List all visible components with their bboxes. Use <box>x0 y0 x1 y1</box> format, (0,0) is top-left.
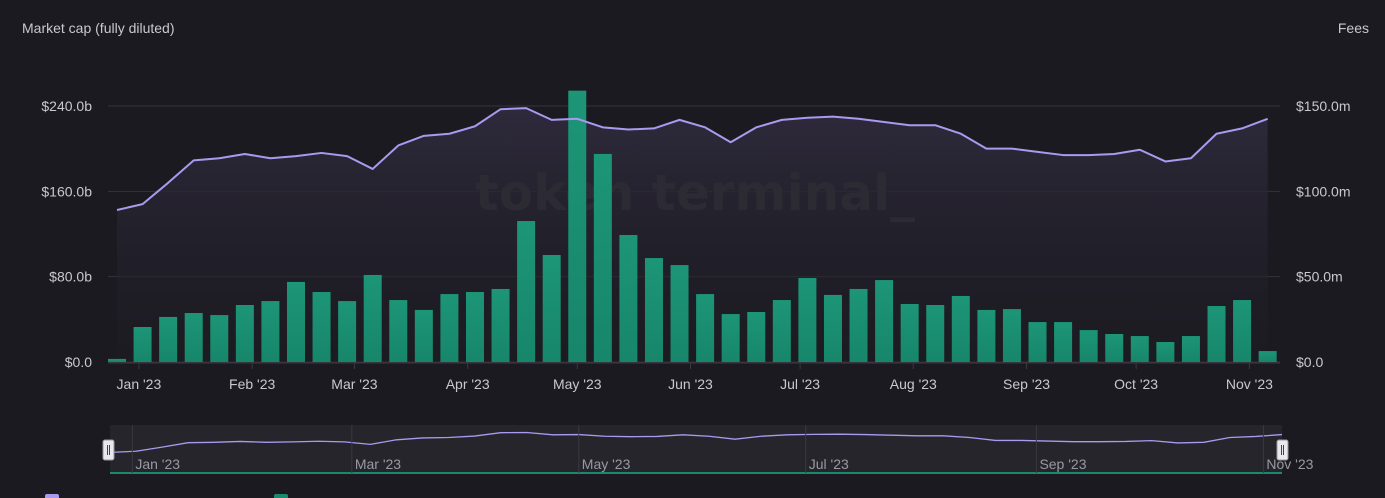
fees-bar <box>1105 334 1124 362</box>
fees-bar <box>184 313 203 362</box>
fees-bar <box>644 258 663 362</box>
x-tick-label: Jun '23 <box>668 376 713 392</box>
x-tick-label: Jul '23 <box>780 376 820 392</box>
fees-bar <box>747 311 766 362</box>
legend-fees-swatch <box>274 494 288 498</box>
navigator-label: Jul '23 <box>809 456 849 472</box>
left-tick-label: $160.0b <box>41 183 92 199</box>
fees-bar <box>823 294 842 362</box>
fees-bar <box>363 274 382 362</box>
x-tick-label: Oct '23 <box>1114 376 1158 392</box>
x-tick-label: Sep '23 <box>1003 376 1050 392</box>
navigator-background <box>110 425 1282 473</box>
navigator-label: Mar '23 <box>355 456 401 472</box>
fees-bar <box>1002 309 1021 362</box>
fees-bar <box>414 309 433 362</box>
left-axis-title: Market cap (fully diluted) <box>22 20 175 36</box>
fees-bar <box>235 304 254 362</box>
fees-bar <box>670 265 689 362</box>
fees-bar <box>619 235 638 362</box>
fees-bar <box>1207 306 1226 362</box>
fees-bar <box>542 254 561 362</box>
navigator-right-handle[interactable] <box>1276 439 1289 461</box>
navigator-label: Sep '23 <box>1039 456 1086 472</box>
right-tick-label: $150.0m <box>1296 98 1350 114</box>
fees-bar <box>517 221 536 362</box>
navigator-label: Nov '23 <box>1266 456 1313 472</box>
legend-market-cap-swatch <box>45 494 59 498</box>
fees-bar <box>1054 322 1073 362</box>
x-tick-label: Nov '23 <box>1226 376 1273 392</box>
x-tick-label: Feb '23 <box>229 376 275 392</box>
navigator-line <box>109 431 1283 454</box>
x-tick-label: May '23 <box>553 376 602 392</box>
fees-bar <box>312 292 331 362</box>
fees-bar <box>875 280 894 362</box>
fees-bar <box>286 281 305 362</box>
fees-bar <box>900 303 919 362</box>
fees-bar <box>1130 336 1149 362</box>
left-tick-label: $240.0b <box>41 98 92 114</box>
fees-bar <box>721 314 740 362</box>
fees-bar <box>1079 330 1098 362</box>
left-tick-label: $80.0b <box>49 269 92 285</box>
x-tick-label: Mar '23 <box>331 376 377 392</box>
fees-bar <box>108 358 126 362</box>
fees-bar <box>568 90 587 362</box>
fees-bar <box>696 294 715 362</box>
fees-bar <box>440 294 459 362</box>
fees-bar <box>133 327 152 362</box>
right-tick-label: $100.0m <box>1296 183 1350 199</box>
navigator-label: Jan '23 <box>135 456 180 472</box>
right-tick-label: $0.0 <box>1296 354 1323 370</box>
fees-bar <box>772 300 791 362</box>
fees-bar <box>491 288 510 362</box>
fees-bar <box>926 304 945 362</box>
x-tick-label: Aug '23 <box>890 376 937 392</box>
fees-bar <box>977 309 996 362</box>
navigator-label: May '23 <box>582 456 631 472</box>
x-tick-label: Jan '23 <box>117 376 162 392</box>
fees-bar <box>465 292 484 362</box>
fees-bar <box>849 288 868 362</box>
x-tick-label: Apr '23 <box>446 376 490 392</box>
fees-bar <box>1233 300 1252 362</box>
right-axis-title: Fees <box>1337 20 1369 36</box>
right-tick-label: $50.0m <box>1296 269 1343 285</box>
fees-bar <box>798 278 817 362</box>
fees-bar <box>159 316 178 362</box>
fees-bar <box>1028 322 1047 362</box>
left-tick-label: $0.0 <box>65 354 92 370</box>
navigator-left-handle[interactable] <box>102 439 115 461</box>
fees-bar <box>951 295 970 362</box>
market-cap-line <box>116 107 1269 211</box>
fees-bar <box>1181 336 1200 362</box>
watermark: token terminal_ <box>475 164 915 222</box>
fees-bar <box>593 153 612 362</box>
fees-bar <box>261 301 280 362</box>
market-cap-area <box>117 108 1268 362</box>
fees-bar <box>210 315 229 362</box>
fees-bar <box>1258 351 1277 362</box>
fees-bar <box>338 301 357 362</box>
fees-bar <box>1156 342 1175 362</box>
fees-bar <box>389 300 408 362</box>
